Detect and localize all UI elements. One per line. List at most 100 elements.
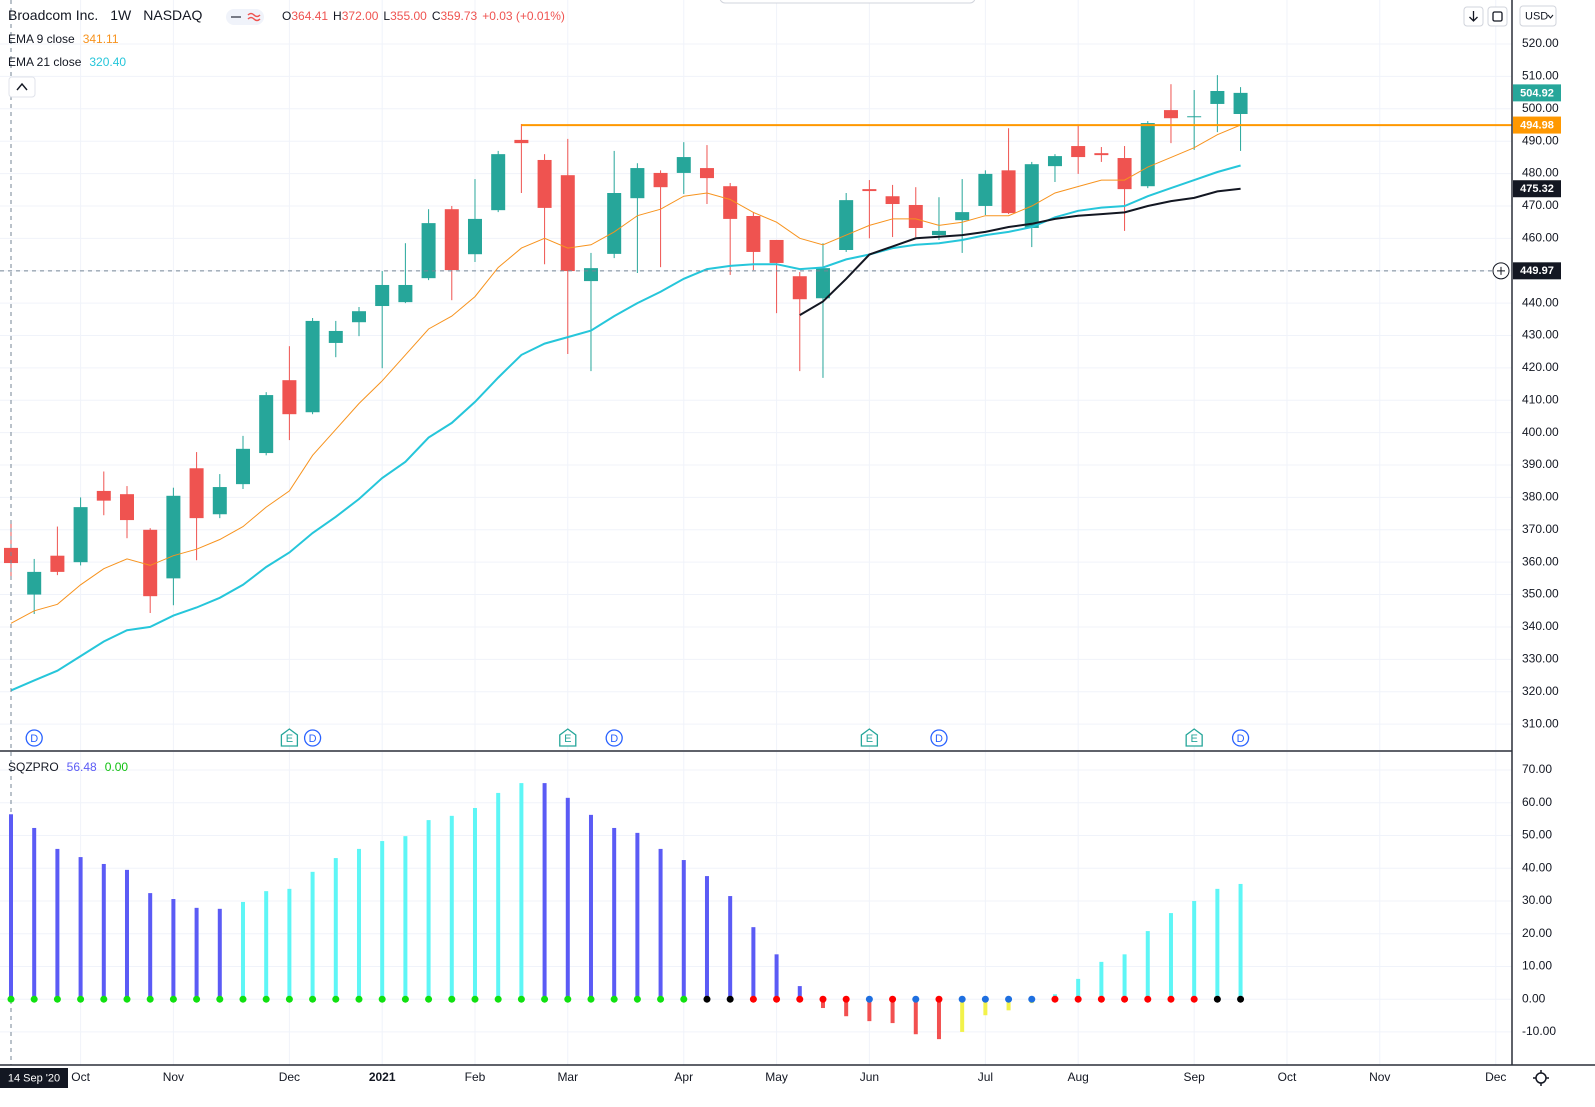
price-tag-label: 475.32 <box>1520 183 1554 195</box>
histogram-bar <box>820 999 825 1009</box>
x-tick-label: Dec <box>1485 1070 1506 1084</box>
y-tick-label: 10.00 <box>1522 959 1552 973</box>
event-label: D <box>610 733 618 745</box>
candle-body <box>607 193 622 254</box>
y-tick-label: 430.00 <box>1522 328 1559 342</box>
candle-body <box>1047 156 1062 167</box>
earnings-marker[interactable] <box>860 728 879 747</box>
squeeze-dot <box>633 995 641 1003</box>
symbol-header: Broadcom Inc. 1W NASDAQ <box>8 7 203 23</box>
squeeze-dot <box>541 995 549 1003</box>
x-tick-label: Jul <box>978 1070 993 1084</box>
histogram-bar <box>983 999 988 1016</box>
candle-body <box>769 239 784 263</box>
earnings-marker[interactable] <box>280 728 299 747</box>
histogram-bar <box>913 999 918 1035</box>
symbol-title: Broadcom Inc. <box>8 7 98 23</box>
histogram-bar <box>171 899 176 1000</box>
indicator-line <box>799 187 1241 316</box>
histogram-bar <box>681 860 686 1000</box>
event-label: E <box>286 733 293 745</box>
squeeze-dot <box>401 995 409 1003</box>
dividend-marker[interactable] <box>25 729 43 747</box>
histogram-bar <box>1099 961 1104 1000</box>
dividend-marker[interactable] <box>1231 729 1250 747</box>
currency-caret <box>1547 14 1554 19</box>
x-tick-label: Dec <box>279 1070 300 1084</box>
squeeze-dot <box>657 995 665 1003</box>
legend-entry: EMA 9 close 341.11 <box>8 32 119 46</box>
squeeze-dot <box>517 995 525 1003</box>
y-tick-label: 420.00 <box>1522 360 1559 374</box>
y-tick-label: 510.00 <box>1522 69 1559 83</box>
y-tick-label: 360.00 <box>1522 554 1559 568</box>
candle-body <box>560 175 575 272</box>
candle-body <box>676 157 691 173</box>
squeeze-dot <box>680 995 688 1003</box>
candle-body <box>444 209 459 271</box>
candle-body <box>815 268 830 299</box>
legend-entry: EMA 21 close 320.40 <box>8 55 126 69</box>
x-tick-label: Apr <box>674 1070 693 1084</box>
candle-body <box>1163 110 1178 119</box>
time-tag-label: 14 Sep '20 <box>8 1072 60 1084</box>
maximize-icon <box>1492 11 1503 22</box>
y-tick-label: 440.00 <box>1522 295 1559 309</box>
x-tick-label: Nov <box>1369 1070 1390 1084</box>
dividend-marker[interactable] <box>303 729 322 747</box>
y-tick-label: 320.00 <box>1522 684 1559 698</box>
squeeze-dot <box>285 995 293 1003</box>
candle-body <box>166 495 181 579</box>
squeeze-dot <box>355 995 363 1003</box>
squeeze-dot <box>216 995 224 1003</box>
candle-body <box>514 139 529 144</box>
y-tick-label: -10.00 <box>1522 1024 1556 1038</box>
histogram-bar <box>867 999 872 1022</box>
histogram-bar <box>403 836 408 1000</box>
dividend-marker[interactable] <box>605 729 623 747</box>
indicator-zero: 0.00 <box>105 760 129 774</box>
x-tick-label: Mar <box>557 1070 578 1084</box>
candle-body <box>653 172 668 188</box>
x-tick-label: May <box>765 1070 788 1084</box>
squeeze-dot <box>1074 995 1082 1003</box>
collapse-button[interactable] <box>8 76 36 98</box>
squeeze-dot <box>912 995 920 1003</box>
histogram-bar <box>774 954 779 1000</box>
histogram-bar <box>217 908 222 1000</box>
squeeze-dot <box>425 995 433 1003</box>
earnings-marker[interactable] <box>559 728 577 747</box>
squeeze-dot <box>262 995 270 1003</box>
ohlc-value: 359.73 <box>440 9 477 23</box>
dividend-marker[interactable] <box>930 729 948 747</box>
histogram-bar <box>658 848 663 1000</box>
candle-body <box>1024 164 1039 228</box>
currency-button[interactable] <box>1519 5 1557 27</box>
y-tick-label: 380.00 <box>1522 490 1559 504</box>
histogram-bar <box>1168 913 1173 1000</box>
candle-body <box>1140 123 1155 187</box>
indicator-name: SQZPRO <box>8 760 59 774</box>
squeeze-dot <box>1051 995 1059 1003</box>
histogram-bar <box>612 827 617 1000</box>
histogram-bar <box>542 783 547 1000</box>
squeeze-dot <box>958 995 966 1003</box>
x-tick-label: Oct <box>1278 1070 1297 1084</box>
currency-label: USD <box>1525 10 1548 22</box>
candle-body <box>978 173 993 206</box>
toolbar-panel[interactable] <box>719 0 976 4</box>
candle-body <box>96 490 111 501</box>
symbol-toggles[interactable] <box>226 9 264 25</box>
y-tick-label: 520.00 <box>1522 36 1559 50</box>
histogram-bar <box>240 901 245 1000</box>
earnings-marker[interactable] <box>1185 728 1203 747</box>
candle-body <box>699 168 714 179</box>
x-tick-label: Feb <box>465 1070 486 1084</box>
price-tag-label: 504.92 <box>1520 87 1554 99</box>
squeeze-dot <box>100 995 108 1003</box>
squeeze-dot <box>239 995 247 1003</box>
squeeze-dot <box>1097 995 1105 1003</box>
time-tag <box>0 1068 68 1088</box>
maximize-button[interactable] <box>1487 6 1508 27</box>
histogram-bar <box>32 827 37 1000</box>
